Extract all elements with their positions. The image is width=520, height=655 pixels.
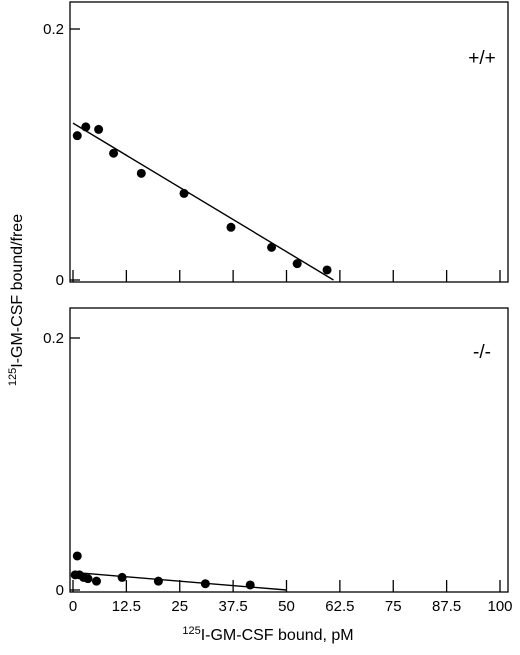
y-tick-label: 0 [56,582,64,599]
data-point [200,579,210,589]
data-point [72,131,82,141]
x-tick-label: 62.5 [325,598,354,615]
data-point [81,122,91,132]
fit-line-group [72,122,334,281]
data-point [179,188,189,198]
data-point [94,124,104,134]
data-point [91,576,101,586]
x-tick-label: 75 [385,598,402,615]
y-axis-label-sup: 125 [7,368,19,386]
data-point [72,551,82,561]
y-ticks: 00.2 [43,21,80,289]
y-tick-label: 0.2 [43,330,64,347]
x-tick-label: 37.5 [219,598,248,615]
x-tick-label: 25 [171,598,188,615]
x-tick-label: 12.5 [112,598,141,615]
y-axis-label: 125I-GM-CSF bound/free [7,214,26,386]
data-points [70,551,255,590]
data-point [136,168,146,178]
fit-line [72,122,334,281]
x-ticks [72,270,501,282]
x-tick-label: 0 [69,598,77,615]
panel-label: -/- [473,342,491,363]
data-points [72,122,332,275]
data-point [292,259,302,269]
x-tick-label: 100 [487,598,512,615]
y-tick-label: 0 [56,272,64,289]
panel-knockout: 00.2 -/- [43,307,509,599]
data-point [153,576,163,586]
data-point [83,574,93,584]
x-axis-label-sup: 125 [182,625,200,637]
y-ticks: 00.2 [43,330,80,599]
data-point [226,222,236,232]
data-point [109,148,119,158]
panel-frame [69,1,509,283]
y-tick-label: 0.2 [43,21,64,38]
data-point [267,242,277,252]
y-axis-label-text: I-GM-CSF bound/free [9,214,26,368]
data-point [117,572,127,582]
data-point [245,580,255,590]
x-axis-label-text: I-GM-CSF bound, pM [201,627,354,644]
panel-label: +/+ [468,48,495,69]
panel-frame [69,307,509,593]
panel-wild-type: 00.2 +/+ [43,1,509,289]
data-point [322,265,332,275]
x-tick-label: 50 [278,598,295,615]
x-tick-labels: 0 12.5 25 37.5 50 62.5 75 87.5 100 [69,598,513,615]
x-tick-label: 87.5 [432,598,461,615]
x-ticks [72,580,501,592]
x-axis-label: 125I-GM-CSF bound, pM [182,625,353,644]
